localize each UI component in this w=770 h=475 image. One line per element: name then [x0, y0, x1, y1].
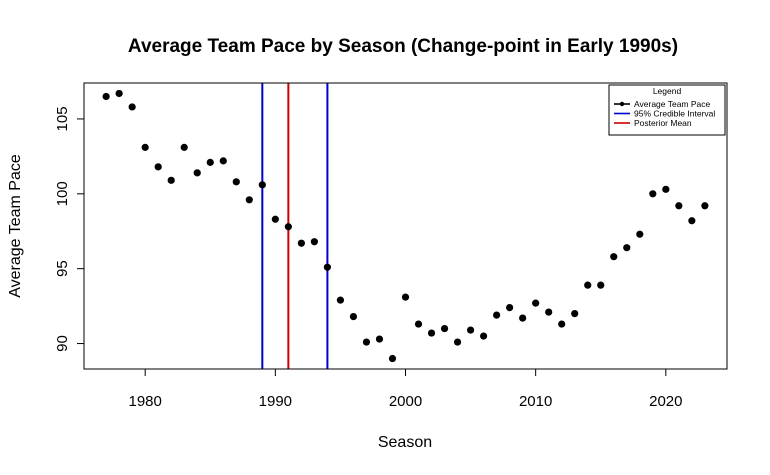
- data-point: [427, 329, 436, 337]
- legend-entry-average-team-pace: Average Team Pace: [614, 99, 711, 109]
- data-point: [362, 338, 371, 346]
- data-point: [258, 181, 266, 189]
- data-point: [310, 238, 318, 246]
- data-point: [532, 299, 540, 307]
- data-point: [584, 281, 592, 289]
- legend-box: [608, 84, 726, 136]
- legend-label: 95% Credible Interval: [634, 109, 715, 119]
- data-point: [506, 304, 514, 312]
- data-point: [610, 253, 618, 261]
- data-point: [323, 263, 332, 271]
- chart-title: Average Team Pace by Season (Change-poin…: [128, 36, 678, 57]
- data-point: [597, 281, 605, 289]
- data-point: [636, 230, 644, 238]
- legend-label: Posterior Mean: [634, 118, 692, 128]
- x-tick-label: 2020: [649, 393, 682, 410]
- y-tick-label: 90: [54, 335, 71, 352]
- data-point: [115, 89, 123, 98]
- data-point: [336, 296, 345, 304]
- data-point: [349, 312, 358, 321]
- data-point: [466, 326, 475, 334]
- data-point: [154, 163, 162, 171]
- data-point: [519, 314, 527, 322]
- data-point: [219, 157, 227, 165]
- legend-marker: [619, 101, 625, 107]
- data-point: [571, 309, 579, 318]
- data-point: [440, 324, 449, 333]
- data-point: [375, 335, 384, 343]
- plot-area: [102, 83, 709, 369]
- legend-entry-posterior-mean: Posterior Mean: [614, 118, 692, 128]
- y-axis-label: Average Team Pace: [7, 154, 24, 298]
- x-tick-label: 2000: [389, 393, 422, 410]
- x-axis: 1980 1990 2000 2010 2020: [128, 368, 683, 410]
- data-point: [688, 217, 696, 225]
- data-point: [128, 103, 136, 111]
- data-point: [401, 293, 410, 301]
- x-tick-label: 2010: [519, 393, 552, 410]
- data-point: [701, 202, 709, 210]
- data-point: [414, 320, 423, 328]
- data-point: [271, 215, 279, 223]
- y-axis: 90 95 100 105: [54, 106, 85, 352]
- data-point: [193, 169, 201, 177]
- data-point: [102, 92, 110, 101]
- data-point: [545, 308, 553, 316]
- y-tick-label: 105: [54, 106, 71, 131]
- data-point: [558, 320, 566, 328]
- legend-title: Legend: [653, 86, 682, 96]
- data-point: [206, 158, 214, 166]
- data-point: [180, 143, 188, 151]
- y-tick-label: 95: [54, 260, 71, 277]
- data-point: [284, 223, 292, 231]
- x-tick-label: 1980: [128, 393, 161, 410]
- data-point: [479, 332, 488, 340]
- data-point: [662, 185, 670, 193]
- legend-entry-credible-interval: 95% Credible Interval: [614, 109, 715, 119]
- data-point: [675, 202, 683, 210]
- data-point: [167, 176, 175, 184]
- data-point: [388, 354, 397, 363]
- x-tick-label: 1990: [259, 393, 292, 410]
- y-tick-label: 100: [54, 181, 71, 206]
- data-point: [297, 239, 305, 247]
- legend-label: Average Team Pace: [634, 99, 711, 109]
- x-axis-label: Season: [378, 434, 432, 451]
- data-point: [649, 190, 657, 198]
- data-point: [245, 196, 253, 204]
- data-point: [141, 143, 149, 151]
- data-point: [623, 244, 631, 252]
- data-point: [493, 311, 501, 319]
- data-point: [232, 178, 240, 186]
- data-point: [453, 338, 462, 346]
